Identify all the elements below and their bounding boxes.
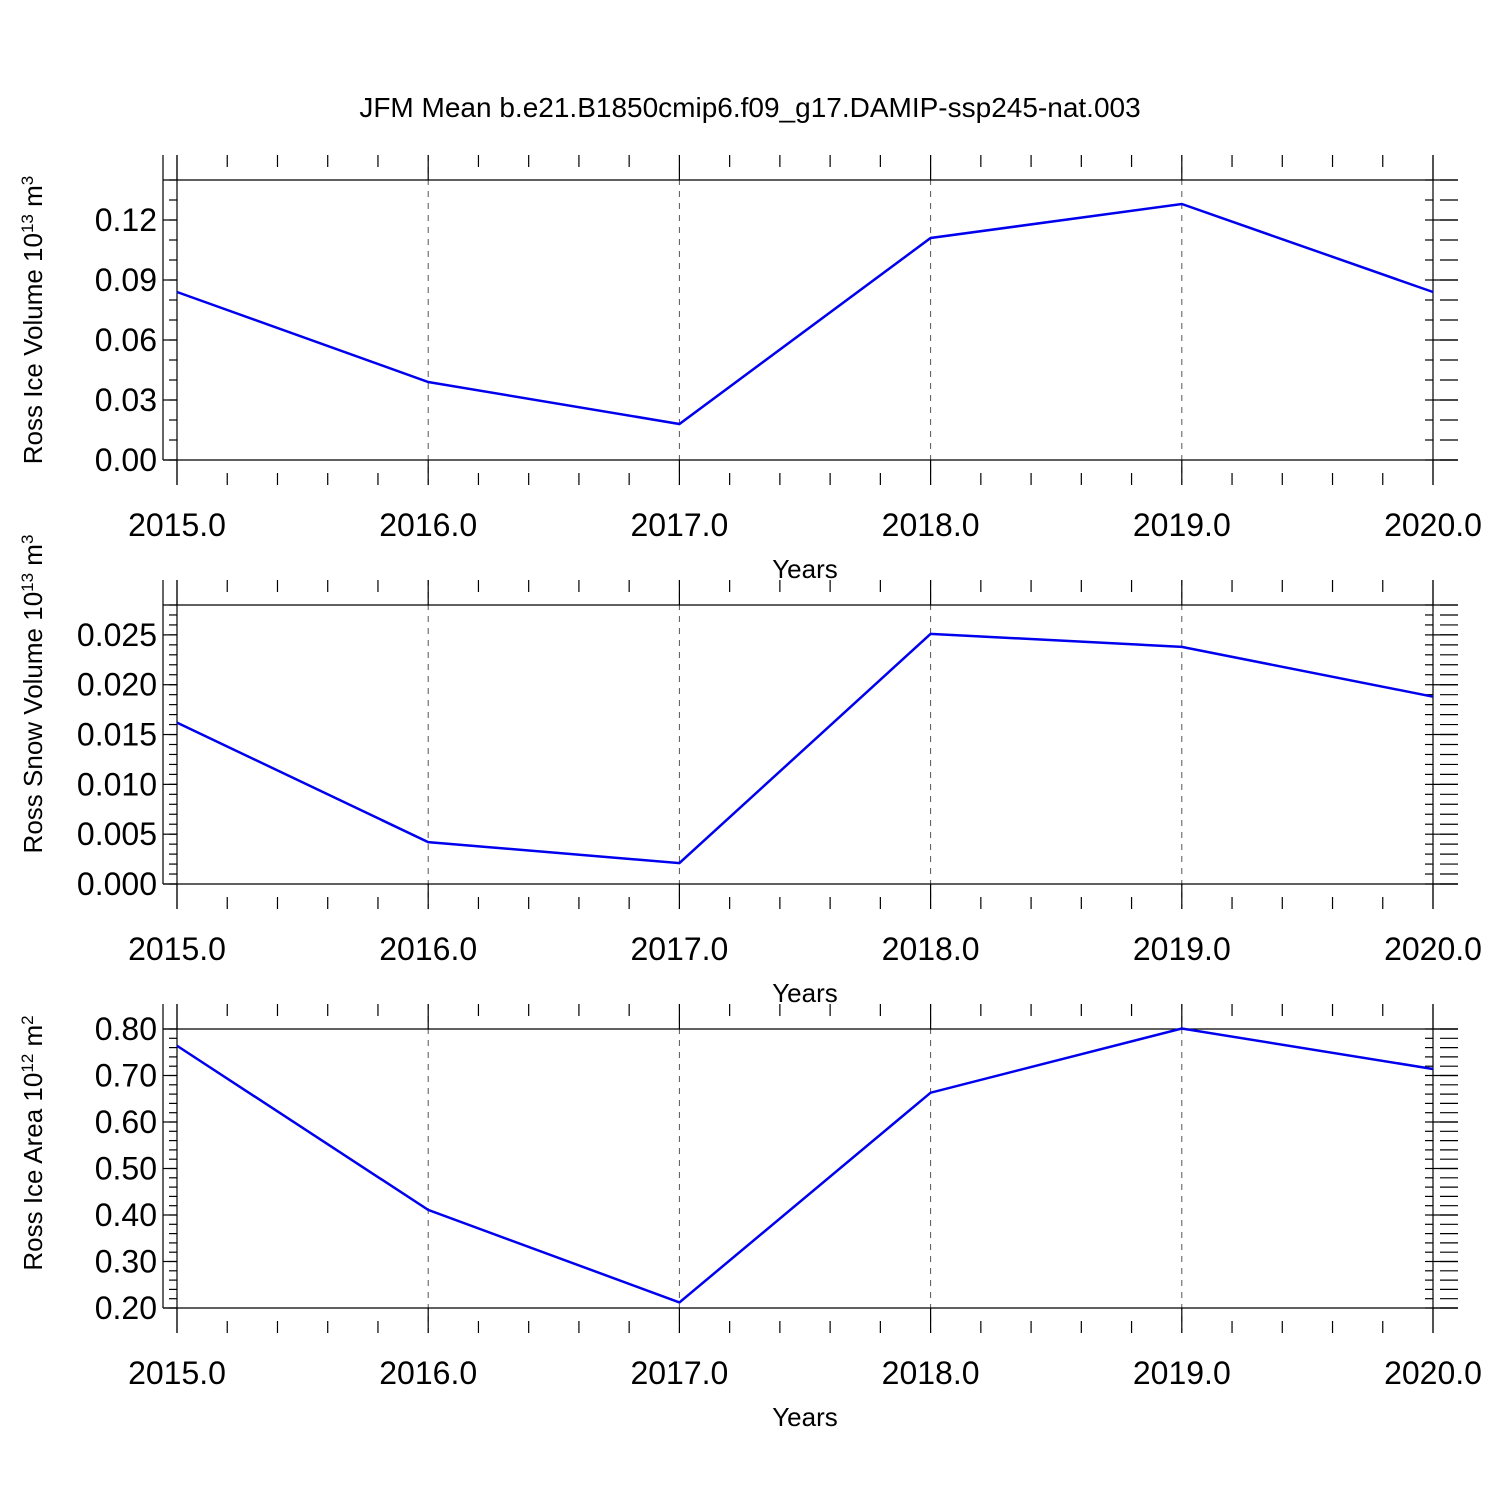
y-tick-label: 0.010 (77, 766, 157, 802)
x-tick-label: 2016.0 (379, 507, 477, 543)
y-axis-label-main: Ross Ice Volume 10 (18, 233, 48, 464)
x-tick-label: 2017.0 (630, 507, 728, 543)
x-tick-label: 2015.0 (128, 1355, 226, 1391)
series-line (176, 202, 1434, 426)
y-tick-label: 0.60 (95, 1104, 157, 1140)
series-line (176, 1027, 1434, 1304)
x-tick-label: 2017.0 (630, 1355, 728, 1391)
y-axis-label-unit-exponent: 3 (18, 176, 37, 185)
y-axis-label-unit: m (18, 185, 48, 214)
y-axis-label-main: Ross Snow Volume 10 (18, 592, 48, 854)
y-tick-label: 0.40 (95, 1197, 157, 1233)
y-tick-label: 0.020 (77, 667, 157, 703)
y-axis-label: Ross Ice Area 1012 m2 (18, 1015, 49, 1270)
y-tick-label: 0.03 (95, 382, 157, 418)
x-tick-label: 2015.0 (128, 931, 226, 967)
y-tick-label: 0.025 (77, 617, 157, 653)
y-tick-label: 0.80 (95, 1011, 157, 1047)
y-axis-label-exponent: 13 (18, 214, 37, 233)
x-axis-label: Years (772, 978, 838, 1008)
y-tick-label: 0.12 (95, 202, 157, 238)
y-tick-label: 0.30 (95, 1244, 157, 1280)
x-axis-label: Years (772, 554, 838, 584)
y-tick-label: 0.70 (95, 1058, 157, 1094)
series-line (176, 632, 1434, 865)
y-axis-label-unit-exponent: 3 (18, 535, 37, 544)
x-tick-label: 2020.0 (1384, 931, 1482, 967)
x-tick-label: 2015.0 (128, 507, 226, 543)
x-tick-label: 2020.0 (1384, 1355, 1482, 1391)
y-tick-label: 0.09 (95, 262, 157, 298)
y-axis-label-unit: m (18, 1025, 48, 1054)
x-tick-label: 2018.0 (882, 931, 980, 967)
y-axis-label: Ross Ice Volume 1013 m3 (18, 176, 49, 465)
x-tick-label: 2016.0 (379, 1355, 477, 1391)
y-tick-label: 0.005 (77, 816, 157, 852)
y-axis-label-unit: m (18, 544, 48, 573)
x-axis-label: Years (772, 1402, 838, 1432)
y-tick-label: 0.015 (77, 717, 157, 753)
y-tick-label: 0.00 (95, 442, 157, 478)
y-axis-label: Ross Snow Volume 1013 m3 (18, 535, 49, 854)
x-tick-label: 2016.0 (379, 931, 477, 967)
panel-2: 0.000 0.005 0.010 0.015 0.020 0.025 2015.0 2016… (18, 535, 1482, 1008)
y-axis-label-exponent: 12 (18, 1054, 37, 1073)
panel-1: 0.00 0.03 0.06 0.09 0.12 2015.0 2016.0 2017.0 20… (18, 155, 1482, 584)
y-tick-label: 0.20 (95, 1290, 157, 1326)
x-tick-label: 2018.0 (882, 1355, 980, 1391)
y-axis-label-exponent: 13 (18, 573, 37, 592)
x-tick-label: 2020.0 (1384, 507, 1482, 543)
y-axis-label-main: Ross Ice Area 10 (18, 1073, 48, 1271)
y-axis-label-unit-exponent: 2 (18, 1015, 37, 1024)
chart-title: JFM Mean b.e21.B1850cmip6.f09_g17.DAMIP-… (359, 92, 1140, 123)
x-tick-label: 2017.0 (630, 931, 728, 967)
y-tick-label: 0.06 (95, 322, 157, 358)
x-tick-label: 2019.0 (1133, 931, 1231, 967)
x-tick-label: 2018.0 (882, 507, 980, 543)
x-tick-label: 2019.0 (1133, 507, 1231, 543)
y-tick-label: 0.50 (95, 1151, 157, 1187)
x-tick-label: 2019.0 (1133, 1355, 1231, 1391)
y-tick-label: 0.000 (77, 866, 157, 902)
panel-3: 0.20 0.30 0.40 0.50 0.60 0.70 0.80 2015.0 2016.0… (18, 1004, 1482, 1432)
